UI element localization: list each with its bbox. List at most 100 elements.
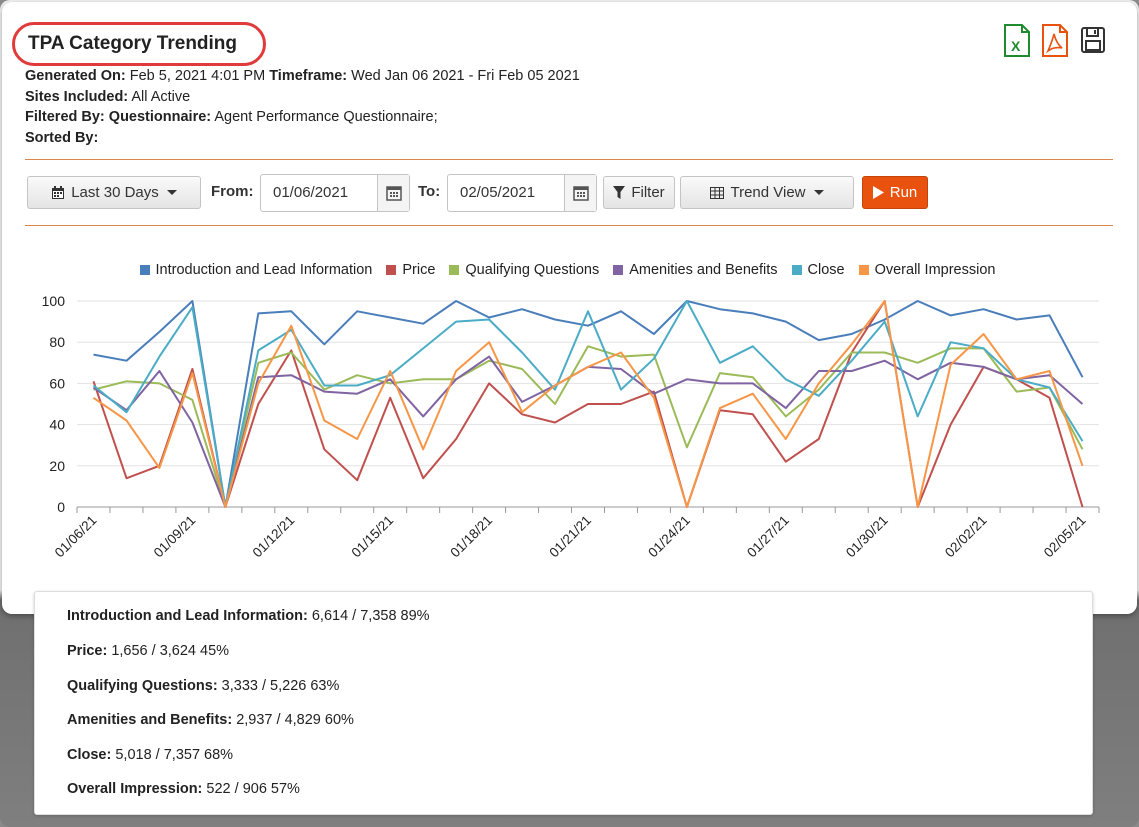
legend-label: Qualifying Questions — [465, 262, 600, 278]
summary-label: Amenities and Benefits: — [67, 712, 233, 728]
x-tick-label: 01/09/21 — [151, 513, 199, 561]
from-calendar-button[interactable] — [377, 175, 409, 211]
report-toolbar: Last 30 Days From: 01/06/2021 To: 02/05/… — [25, 174, 1115, 212]
filtered-sub-label: Questionnaire: — [108, 109, 212, 125]
legend-item[interactable]: Overall Impression — [858, 262, 995, 278]
legend-item[interactable]: Price — [386, 262, 435, 278]
view-dropdown[interactable]: Trend View — [680, 176, 854, 209]
summary-label: Qualifying Questions: — [67, 678, 218, 694]
page-title: TPA Category Trending — [28, 33, 238, 54]
play-icon — [872, 186, 884, 199]
generated-value: Feb 5, 2021 4:01 PM — [129, 68, 266, 84]
filtered-row: Filtered By: Questionnaire: Agent Perfor… — [25, 107, 580, 128]
from-date-input[interactable]: 01/06/2021 — [260, 174, 410, 212]
svg-text:X: X — [1011, 38, 1021, 54]
summary-value: 2,937 / 4,829 60% — [232, 712, 354, 728]
summary-value: 5,018 / 7,357 68% — [111, 747, 234, 763]
generated-row: Generated On: Feb 5, 2021 4:01 PM Timefr… — [25, 66, 580, 87]
legend-item[interactable]: Qualifying Questions — [449, 262, 599, 278]
summary-value: 1,656 / 3,624 45% — [107, 643, 230, 659]
summary-label: Close: — [67, 747, 112, 763]
series-line — [92, 300, 1084, 508]
filter-icon — [613, 185, 626, 199]
summary-label: Introduction and Lead Information: — [67, 608, 308, 624]
calendar-icon — [572, 186, 589, 201]
sites-label: Sites Included: — [25, 88, 129, 105]
summary-row: Introduction and Lead Information: 6,614… — [67, 608, 430, 624]
summary-value: 3,333 / 5,226 63% — [217, 678, 340, 694]
chevron-down-icon — [813, 190, 824, 195]
x-tick-label: 01/30/21 — [843, 513, 891, 561]
sites-value: All Active — [131, 88, 191, 105]
generated-label: Generated On: — [25, 68, 126, 84]
x-tick-label: 01/18/21 — [447, 513, 495, 561]
to-calendar-button[interactable] — [564, 175, 596, 211]
excel-icon[interactable]: X — [1003, 24, 1031, 57]
sorted-label: Sorted By: — [25, 129, 99, 146]
calendar-icon — [52, 185, 65, 199]
from-label: From: — [211, 183, 254, 200]
series-line — [93, 345, 1084, 508]
summary-row: Overall Impression: 522 / 906 57% — [67, 781, 300, 797]
title-highlight — [12, 22, 266, 66]
series-line — [93, 300, 1084, 508]
divider-bottom — [25, 225, 1113, 226]
filter-label: Filter — [631, 184, 665, 201]
legend-item[interactable]: Amenities and Benefits — [613, 262, 778, 278]
legend-swatch — [613, 265, 624, 275]
calendar-icon — [385, 186, 402, 201]
legend-item[interactable]: Close — [791, 262, 845, 278]
from-date-value: 01/06/2021 — [273, 184, 349, 201]
summary-label: Overall Impression: — [67, 781, 203, 797]
chart-legend: Introduction and Lead Information Price Qu… — [0, 262, 1135, 278]
filtered-value: Agent Performance Questionnaire; — [214, 109, 438, 125]
run-label: Run — [889, 184, 918, 201]
filter-button[interactable]: Filter — [603, 176, 675, 209]
timeframe-value: Wed Jan 06 2021 - Fri Feb 05 2021 — [351, 68, 580, 84]
y-tick-label: 100 — [42, 293, 66, 309]
x-tick-label: 01/21/21 — [546, 513, 594, 561]
legend-swatch — [449, 265, 460, 275]
x-tick-label: 02/05/21 — [1041, 513, 1089, 561]
trend-chart: 0 20 40 60 80 100 01/06/21 01/09/21 01/12/21 01/1… — [42, 293, 1100, 561]
legend-swatch — [386, 265, 397, 275]
y-tick-label: 80 — [49, 334, 65, 350]
x-tick-label: 01/12/21 — [250, 513, 298, 561]
sites-row: Sites Included: All Active — [25, 87, 580, 108]
summary-row: Amenities and Benefits: 2,937 / 4,829 60… — [67, 712, 354, 728]
legend-label: Close — [807, 262, 845, 278]
report-meta: Generated On: Feb 5, 2021 4:01 PM Timefr… — [25, 66, 580, 148]
chevron-down-icon — [166, 190, 177, 195]
table-icon — [710, 186, 725, 199]
save-icon[interactable] — [1079, 24, 1107, 57]
pdf-icon[interactable] — [1041, 24, 1069, 57]
legend-swatch — [858, 265, 869, 275]
view-label: Trend View — [730, 184, 806, 201]
filtered-label: Filtered By: — [25, 109, 105, 125]
summary-panel: Introduction and Lead Information: 6,614… — [34, 591, 1093, 815]
x-tick-label: 02/02/21 — [942, 513, 990, 561]
y-tick-label: 40 — [49, 417, 65, 433]
legend-item[interactable]: Introduction and Lead Information — [139, 262, 373, 278]
divider-top — [25, 159, 1113, 160]
run-button[interactable]: Run — [862, 176, 928, 209]
x-tick-label: 01/24/21 — [645, 513, 693, 561]
summary-row: Qualifying Questions: 3,333 / 5,226 63% — [67, 678, 339, 694]
legend-swatch — [139, 265, 150, 275]
legend-swatch — [791, 265, 802, 275]
timeframe-label: Timeframe: — [269, 68, 348, 84]
x-tick-label: 01/15/21 — [349, 513, 397, 561]
sorted-row: Sorted By: — [25, 128, 580, 149]
legend-label: Amenities and Benefits — [629, 262, 778, 278]
y-tick-label: 0 — [57, 499, 65, 515]
series-line — [92, 300, 1084, 508]
summary-value: 6,614 / 7,358 89% — [307, 608, 430, 624]
legend-label: Price — [402, 262, 436, 278]
summary-row: Close: 5,018 / 7,357 68% — [67, 747, 233, 763]
to-date-input[interactable]: 02/05/2021 — [447, 174, 597, 212]
series-line — [92, 300, 1084, 508]
to-date-value: 02/05/2021 — [460, 184, 536, 201]
date-range-dropdown[interactable]: Last 30 Days — [27, 176, 201, 209]
x-tick-label: 01/27/21 — [744, 513, 792, 561]
legend-label: Introduction and Lead Information — [155, 262, 373, 278]
